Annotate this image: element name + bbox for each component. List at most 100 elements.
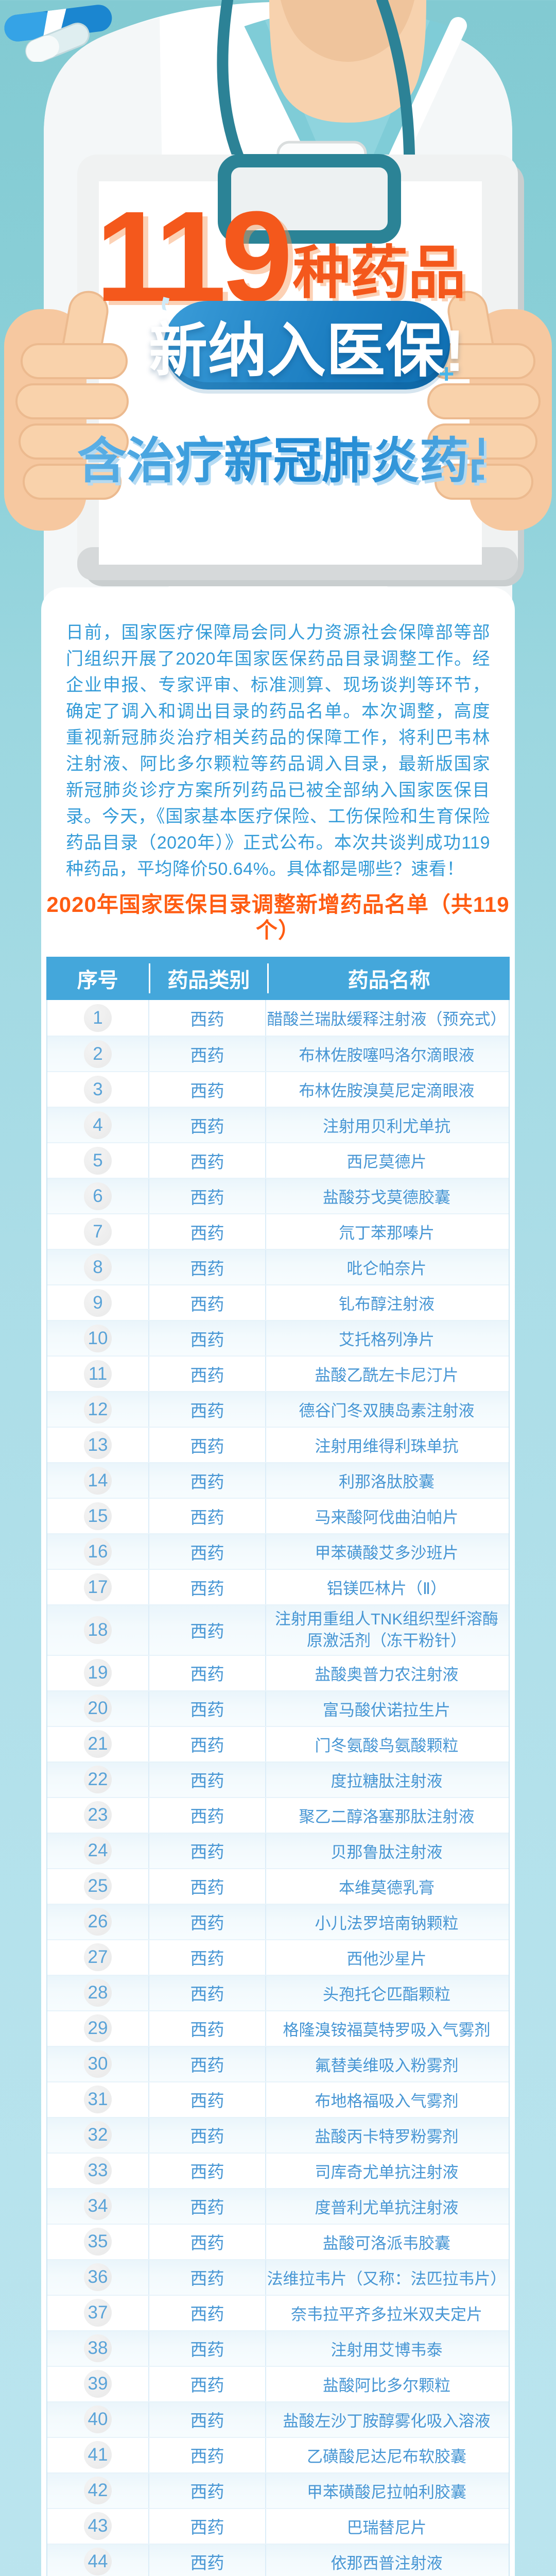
row-drug-name: 钆布醇注射液 [339,1295,435,1313]
row-number-badge: 17 [84,1573,112,1601]
table-row: 33 西药 司库奇尤单抗注射液 [47,2152,509,2188]
row-drug-name: 布林佐胺噻吗洛尔滴眼液 [299,1046,475,1064]
row-drug-name: 德谷门冬双胰岛素注射液 [299,1402,475,1420]
row-number-badge: 23 [84,1801,112,1829]
row-drug-name: 西尼莫德片 [346,1153,427,1171]
row-category: 西药 [149,1869,266,1904]
row-drug-name: 注射用重组人TNK组织型纤溶酶原激活剂（冻干粉针） [275,1610,498,1650]
row-category: 西药 [149,1108,266,1142]
row-drug-name: 司库奇尤单抗注射液 [315,2163,459,2181]
row-drug-name: 小儿法罗培南钠颗粒 [315,1914,459,1933]
row-category: 西药 [149,2366,266,2401]
row-category: 西药 [149,1975,266,2010]
row-category: 西药 [149,1463,266,1498]
intro-paragraph: 日前，国家医疗保障局会同人力资源社会保障部等部门组织开展了2020年国家医保药品… [66,623,490,879]
capsule-icon [4,5,112,62]
table-row: 9 西药 钆布醇注射液 [47,1284,509,1320]
row-number-badge: 1 [84,1004,112,1032]
row-number-badge: 13 [84,1431,112,1459]
table-row: 29 西药 格隆溴铵福莫特罗吸入气雾剂 [47,2010,509,2046]
table-row: 25 西药 本维莫德乳膏 [47,1868,509,1904]
row-drug-name: 格隆溴铵福莫特罗吸入气雾剂 [283,2021,491,2039]
table-row: 42 西药 甲苯磺酸尼拉帕利胶囊 [47,2472,509,2508]
row-category: 西药 [149,2046,266,2081]
row-number-badge: 8 [84,1253,112,1281]
row-number-badge: 11 [84,1360,112,1388]
row-drug-name: 度普利尤单抗注射液 [315,2198,459,2217]
row-number-badge: 22 [84,1766,112,1794]
hero-subtitle: 含治疗新冠肺炎药品 [77,421,517,492]
row-category: 西药 [149,1392,266,1427]
headline: 119 种药品 [77,192,484,321]
table-row: 31 西药 布地格福吸入气雾剂 [47,2081,509,2117]
row-number-badge: 7 [84,1217,112,1246]
right-hand [427,291,552,531]
row-number-badge: 15 [84,1502,112,1530]
table-row: 13 西药 注射用维得利珠单抗 [47,1427,509,1462]
row-drug-name: 头孢托仑匹酯颗粒 [323,1985,450,2004]
row-number-badge: 31 [84,2086,112,2114]
row-category: 西药 [149,2473,266,2508]
row-number-badge: 40 [84,2405,112,2434]
row-number-badge: 18 [84,1616,112,1644]
doctor-illustration [4,0,552,665]
row-category: 西药 [149,1000,266,1036]
row-drug-name: 布地格福吸入气雾剂 [315,2092,459,2110]
row-category: 西药 [149,1726,266,1761]
table-row: 24 西药 贝那鲁肽注射液 [47,1832,509,1868]
table-row: 20 西药 富马酸伏诺拉生片 [47,1690,509,1726]
row-drug-name: 盐酸可洛派韦胶囊 [323,2234,450,2252]
row-drug-name: 度拉糖肽注射液 [331,1772,443,1790]
header-cell-category: 药品类别 [150,963,269,993]
table-row: 38 西药 注射用艾博韦泰 [47,2330,509,2366]
table-row: 3 西药 布林佐胺溴莫尼定滴眼液 [47,1071,509,1107]
row-number-badge: 27 [84,1943,112,1972]
row-drug-name: 盐酸芬戈莫德胶囊 [323,1189,450,1207]
row-number-badge: 28 [84,1979,112,2007]
table-row: 16 西药 甲苯磺酸艾多沙班片 [47,1533,509,1569]
row-number-badge: 5 [84,1146,112,1175]
table-row: 34 西药 度普利尤单抗注射液 [47,2188,509,2224]
table-row: 19 西药 盐酸奥普力农注射液 [47,1654,509,1690]
table-row: 22 西药 度拉糖肽注射液 [47,1761,509,1797]
row-number-badge: 4 [84,1111,112,1139]
plus-icon: + [439,359,455,389]
row-number-badge: 19 [84,1659,112,1687]
row-drug-name: 注射用贝利尤单抗 [323,1117,450,1136]
header-cell-no: 序号 [46,963,151,993]
table-row: 17 西药 铝镁匹林片（Ⅱ） [47,1569,509,1604]
row-category: 西药 [149,2011,266,2046]
row-category: 西药 [149,2331,266,2366]
row-category: 西药 [149,1798,266,1833]
row-category: 西药 [149,2509,266,2544]
table-row: 14 西药 利那洛肽胶囊 [47,1462,509,1498]
table-row: 26 西药 小儿法罗培南钠颗粒 [47,1903,509,1939]
row-number-badge: 12 [84,1395,112,1423]
row-category: 西药 [149,2295,266,2330]
clipboard-clip [218,141,401,244]
row-category: 西药 [149,1179,266,1213]
row-number-badge: 6 [84,1182,112,1210]
row-drug-name: 盐酸阿比多尔颗粒 [323,2376,450,2395]
table-row: 10 西药 艾托格列净片 [47,1320,509,1355]
row-number-badge: 37 [84,2299,112,2327]
drug-table: 序号 药品类别 药品名称 1 西药 醋酸兰瑞肽缓释注射液（预充式） 2 西药 布… [46,957,510,2576]
row-category: 西药 [149,1570,266,1604]
table-row: 40 西药 盐酸左沙丁胺醇雾化吸入溶液 [47,2401,509,2437]
row-category: 西药 [149,1214,266,1249]
row-drug-name: 依那西普注射液 [331,2554,443,2572]
table-row: 4 西药 注射用贝利尤单抗 [47,1107,509,1142]
hero-section: 119 种药品 ‛ 新纳入医保! + 含治疗新冠肺炎药品 [0,0,556,665]
row-number-badge: 10 [84,1324,112,1352]
row-drug-name: 富马酸伏诺拉生片 [323,1701,450,1719]
row-category: 西药 [149,1691,266,1726]
table-row: 12 西药 德谷门冬双胰岛素注射液 [47,1391,509,1427]
table-row: 8 西药 吡仑帕奈片 [47,1249,509,1284]
row-drug-name: 西他沙星片 [346,1950,427,1968]
table-title: 2020年国家医保目录调整新增药品名单（共119个） [46,892,510,942]
row-number-badge: 41 [84,2441,112,2469]
row-number-badge: 25 [84,1872,112,1901]
table-row: 5 西药 西尼莫德片 [47,1142,509,1178]
table-row: 7 西药 氘丁苯那嗪片 [47,1213,509,1249]
